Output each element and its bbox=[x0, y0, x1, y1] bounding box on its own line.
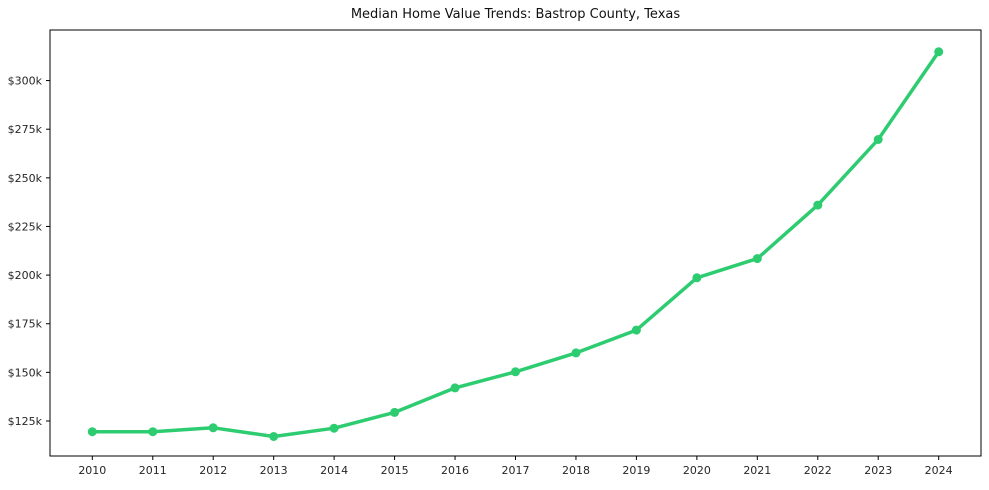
data-point-2019 bbox=[631, 325, 641, 335]
x-tick-label: 2018 bbox=[562, 464, 590, 477]
y-tick-label: $300k bbox=[8, 75, 43, 88]
trend-line bbox=[90, 50, 941, 439]
x-tick-label: 2021 bbox=[743, 464, 771, 477]
y-tick-label: $175k bbox=[8, 318, 43, 331]
data-point-2011 bbox=[148, 427, 158, 437]
plot-frame bbox=[49, 29, 982, 457]
data-point-2013 bbox=[269, 432, 279, 441]
y-tick-label: $200k bbox=[8, 269, 43, 282]
x-tick-label: 2015 bbox=[381, 464, 409, 477]
chart-title: Median Home Value Trends: Bastrop County… bbox=[350, 7, 681, 22]
x-tick-label: 2010 bbox=[78, 464, 106, 477]
data-point-2010 bbox=[87, 427, 97, 437]
x-tick-label: 2017 bbox=[502, 464, 530, 477]
data-point-2012 bbox=[208, 423, 218, 433]
data-point-2022 bbox=[813, 200, 823, 210]
x-tick-label: 2024 bbox=[925, 464, 953, 477]
data-point-2020 bbox=[692, 273, 702, 283]
x-tick-label: 2019 bbox=[622, 464, 650, 477]
data-point-2024 bbox=[934, 47, 944, 57]
x-tick-label: 2012 bbox=[199, 464, 227, 477]
y-tick-label: $150k bbox=[8, 366, 43, 379]
x-tick-label: 2011 bbox=[139, 464, 167, 477]
data-point-2014 bbox=[329, 423, 339, 433]
y-tick-label: $225k bbox=[8, 220, 43, 233]
x-tick-label: 2013 bbox=[260, 464, 288, 477]
data-point-2018 bbox=[571, 348, 581, 358]
data-point-2023 bbox=[873, 135, 883, 144]
x-tick-label: 2023 bbox=[864, 464, 892, 477]
x-tick-label: 2020 bbox=[683, 464, 711, 477]
y-tick-label: $125k bbox=[8, 415, 43, 428]
x-tick-label: 2022 bbox=[804, 464, 832, 477]
data-point-2021 bbox=[752, 254, 762, 264]
x-tick-label: 2014 bbox=[320, 464, 348, 477]
data-point-2016 bbox=[450, 383, 460, 393]
data-point-2017 bbox=[511, 367, 520, 377]
y-tick-label: $275k bbox=[8, 123, 43, 136]
x-tick-label: 2016 bbox=[441, 464, 469, 477]
data-point-2015 bbox=[390, 407, 400, 417]
y-tick-label: $250k bbox=[8, 172, 43, 185]
